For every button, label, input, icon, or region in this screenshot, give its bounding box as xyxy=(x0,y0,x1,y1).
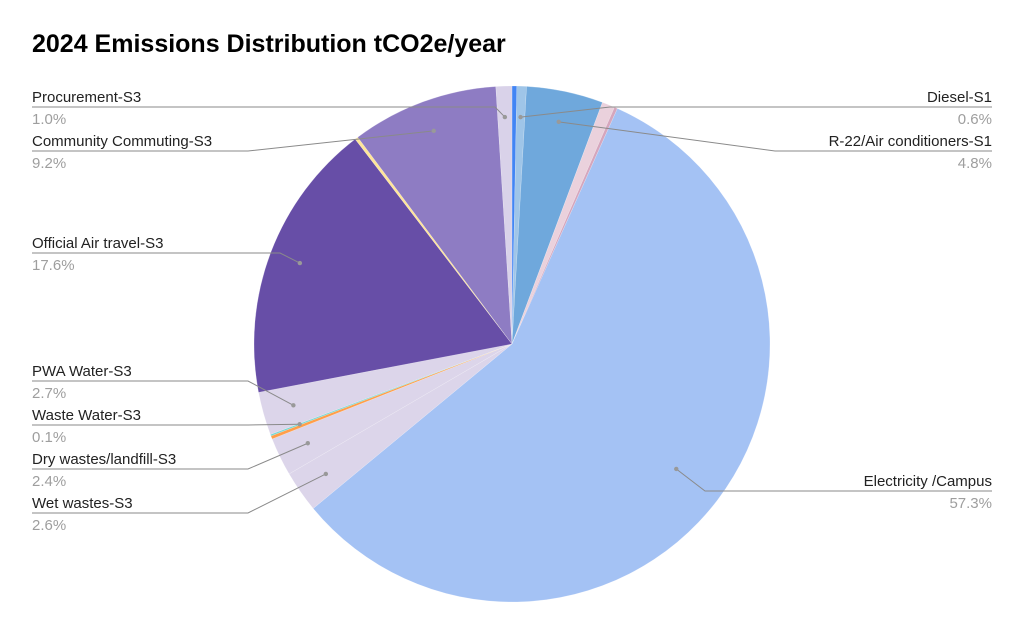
data-label-name: R-22/Air conditioners-S1 xyxy=(828,133,992,150)
data-label: Community Commuting-S3 9.2% xyxy=(32,132,212,173)
leader-line xyxy=(32,252,301,264)
data-label-name: Dry wastes/landfill-S3 xyxy=(32,451,177,468)
data-label-percent: 2.6% xyxy=(32,517,67,534)
data-label-name: Official Air travel-S3 xyxy=(32,235,164,252)
leader-dot xyxy=(556,119,561,125)
pie-slice-procurement-s3 xyxy=(495,85,513,345)
data-label-name: Community Commuting-S3 xyxy=(32,133,213,150)
data-label-name: Waste Water-S3 xyxy=(32,407,141,424)
data-label: Waste Water-S3 0.1% xyxy=(32,406,141,447)
data-label-percent: 2.7% xyxy=(32,385,67,402)
data-label-percent: 57.3% xyxy=(949,495,992,512)
data-label-percent: 2.4% xyxy=(32,473,67,490)
leader-line xyxy=(675,468,992,492)
pie-slice-unlabeled-0 xyxy=(511,85,518,345)
leader-dot xyxy=(323,471,329,477)
data-label: Official Air travel-S3 17.6% xyxy=(32,234,163,275)
pie-slice-pwa-water-s3 xyxy=(258,343,513,435)
leader-line xyxy=(32,473,327,514)
leader-dot xyxy=(431,128,436,134)
data-label-name: Diesel-S1 xyxy=(926,89,992,106)
pie-slice-official-air-travel-s3 xyxy=(253,138,513,393)
data-label-percent: 1.0% xyxy=(32,111,67,128)
pie-slice-diesel-s1 xyxy=(511,85,527,345)
data-label: Wet wastes-S3 2.6% xyxy=(32,494,133,535)
pie-slice-waste-water-s3 xyxy=(270,343,513,437)
pie-slice-unlabeled-8 xyxy=(270,343,513,440)
leader-line xyxy=(32,106,506,118)
data-label-percent: 0.6% xyxy=(957,111,992,128)
data-label-name: Wet wastes-S3 xyxy=(32,495,133,512)
data-label-percent: 4.8% xyxy=(957,155,992,172)
leader-dot xyxy=(305,441,310,446)
data-label: Dry wastes/landfill-S3 2.4% xyxy=(32,450,176,491)
pie-slice-r-22-air-conditioners-s1 xyxy=(511,86,603,345)
data-label-percent: 9.2% xyxy=(32,155,67,172)
leader-line xyxy=(558,121,992,152)
data-label-percent: 17.6% xyxy=(32,257,75,274)
data-label-name: Electricity /Campus xyxy=(863,473,992,490)
pie-slice-community-commuting-s3 xyxy=(357,86,513,345)
leader-line xyxy=(32,423,300,426)
leader-dot xyxy=(297,422,302,427)
chart-title: 2024 Emissions Distribution tCO2e/year xyxy=(32,30,506,58)
data-label-percent: 0.1% xyxy=(32,429,67,446)
leader-dot xyxy=(502,114,508,120)
data-label-name: Procurement-S3 xyxy=(32,89,142,106)
pie-slice-dry-wastes-landfill-s3 xyxy=(271,343,513,475)
leader-line xyxy=(32,442,308,470)
data-label: Electricity /Campus 57.3% xyxy=(864,472,992,513)
data-label: PWA Water-S3 2.7% xyxy=(32,362,132,403)
data-label-name: PWA Water-S3 xyxy=(32,363,132,380)
leader-dot xyxy=(674,466,679,472)
data-label: Procurement-S3 1.0% xyxy=(32,88,141,129)
pie-slice-wet-wastes-s3 xyxy=(288,343,513,509)
pie-slice-electricity-campus xyxy=(312,108,771,603)
data-label: R-22/Air conditioners-S1 4.8% xyxy=(829,132,992,173)
leader-line xyxy=(32,380,294,406)
leader-line xyxy=(520,106,992,118)
leader-line xyxy=(32,130,434,152)
leader-dot xyxy=(297,260,303,266)
leader-dot xyxy=(518,114,523,120)
data-label: Diesel-S1 0.6% xyxy=(927,88,992,129)
leader-dot xyxy=(291,403,296,408)
